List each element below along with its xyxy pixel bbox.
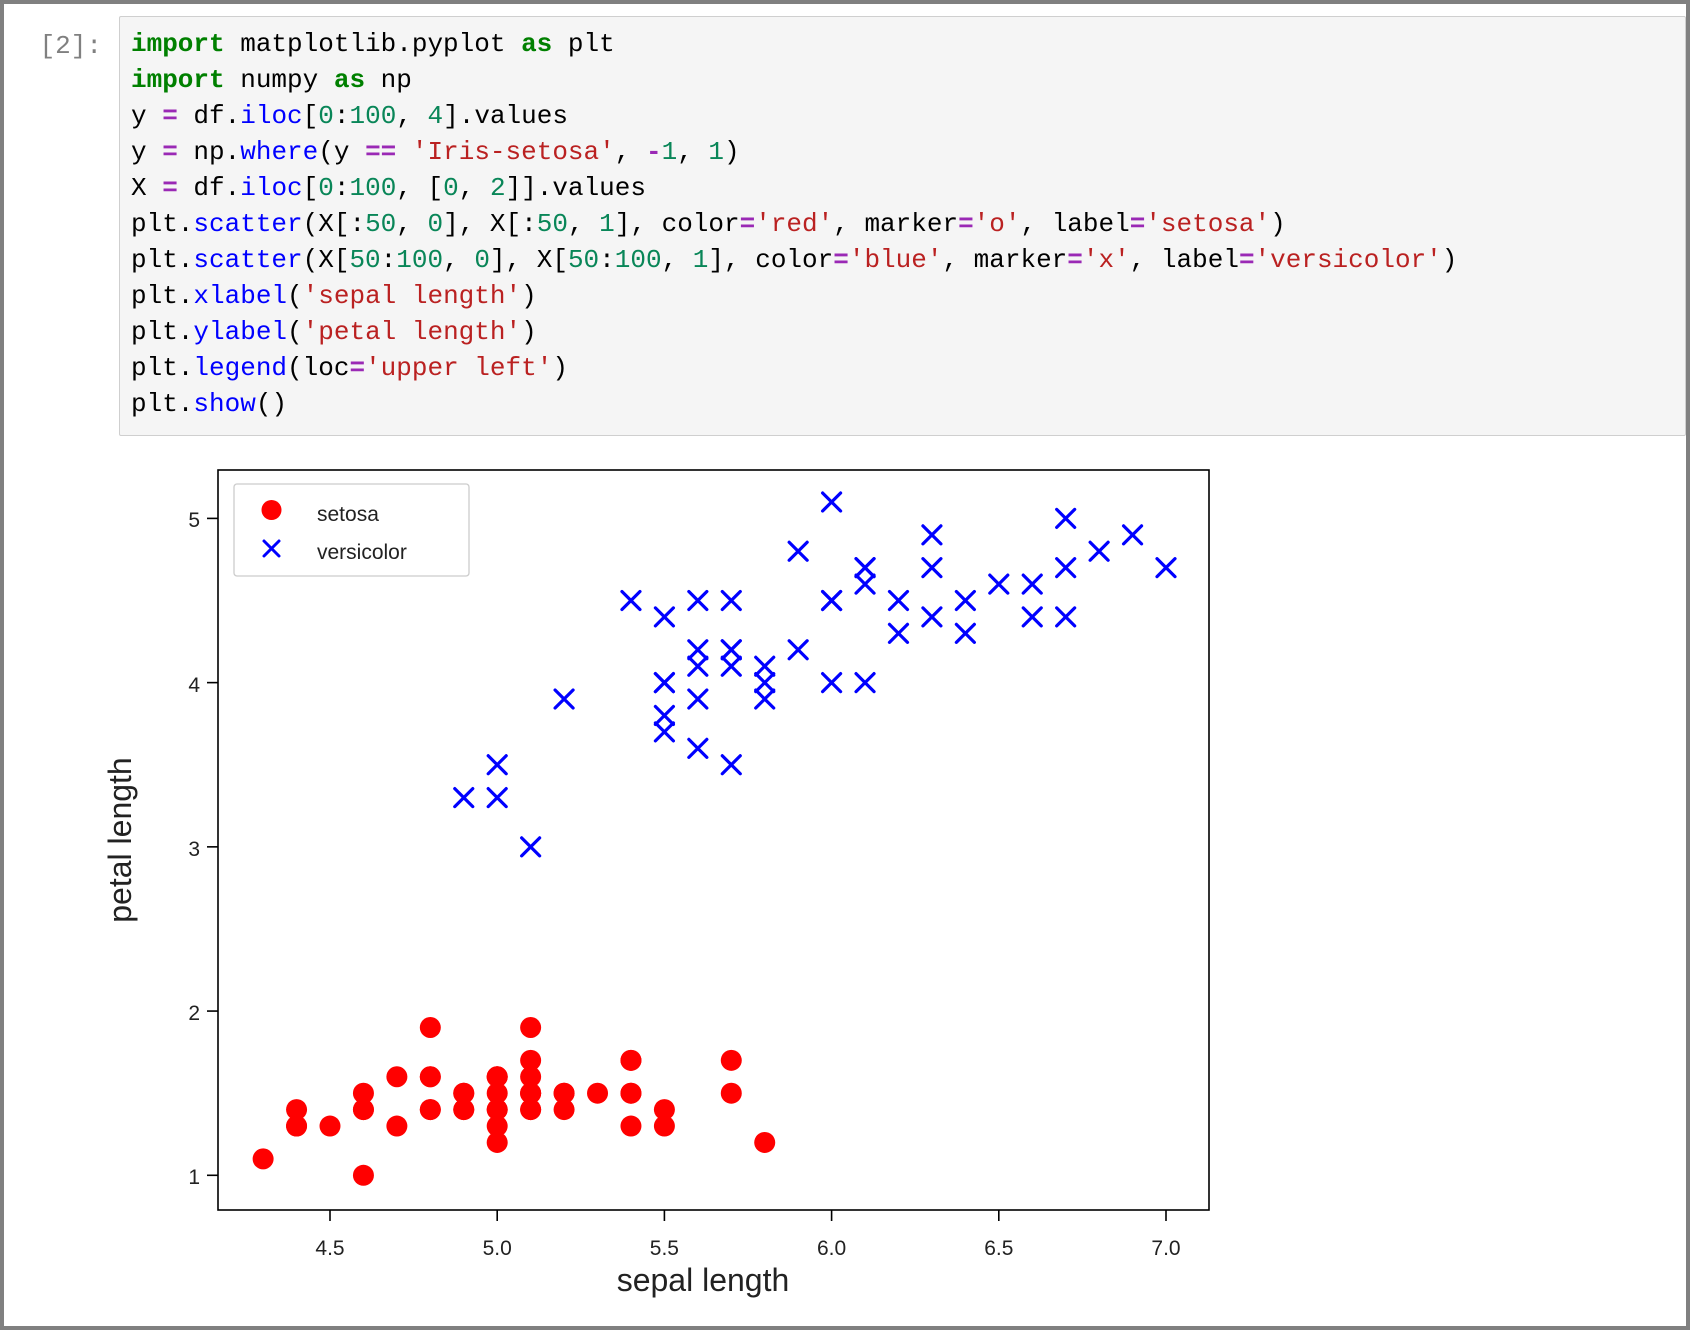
svg-text:5.5: 5.5 bbox=[650, 1237, 679, 1260]
svg-text:4.5: 4.5 bbox=[315, 1237, 344, 1260]
svg-text:5.0: 5.0 bbox=[483, 1237, 512, 1260]
svg-text:5: 5 bbox=[188, 509, 200, 532]
svg-text:6.0: 6.0 bbox=[817, 1237, 846, 1260]
svg-text:1: 1 bbox=[188, 1166, 200, 1189]
svg-text:6.5: 6.5 bbox=[984, 1237, 1013, 1260]
svg-text:3: 3 bbox=[188, 838, 200, 861]
svg-text:versicolor: versicolor bbox=[317, 541, 407, 564]
svg-text:setosa: setosa bbox=[317, 503, 379, 526]
svg-text:4: 4 bbox=[188, 674, 200, 697]
svg-text:sepal length: sepal length bbox=[617, 1262, 790, 1298]
svg-text:petal length: petal length bbox=[102, 757, 138, 922]
svg-text:7.0: 7.0 bbox=[1151, 1237, 1180, 1260]
svg-text:2: 2 bbox=[188, 1002, 200, 1025]
